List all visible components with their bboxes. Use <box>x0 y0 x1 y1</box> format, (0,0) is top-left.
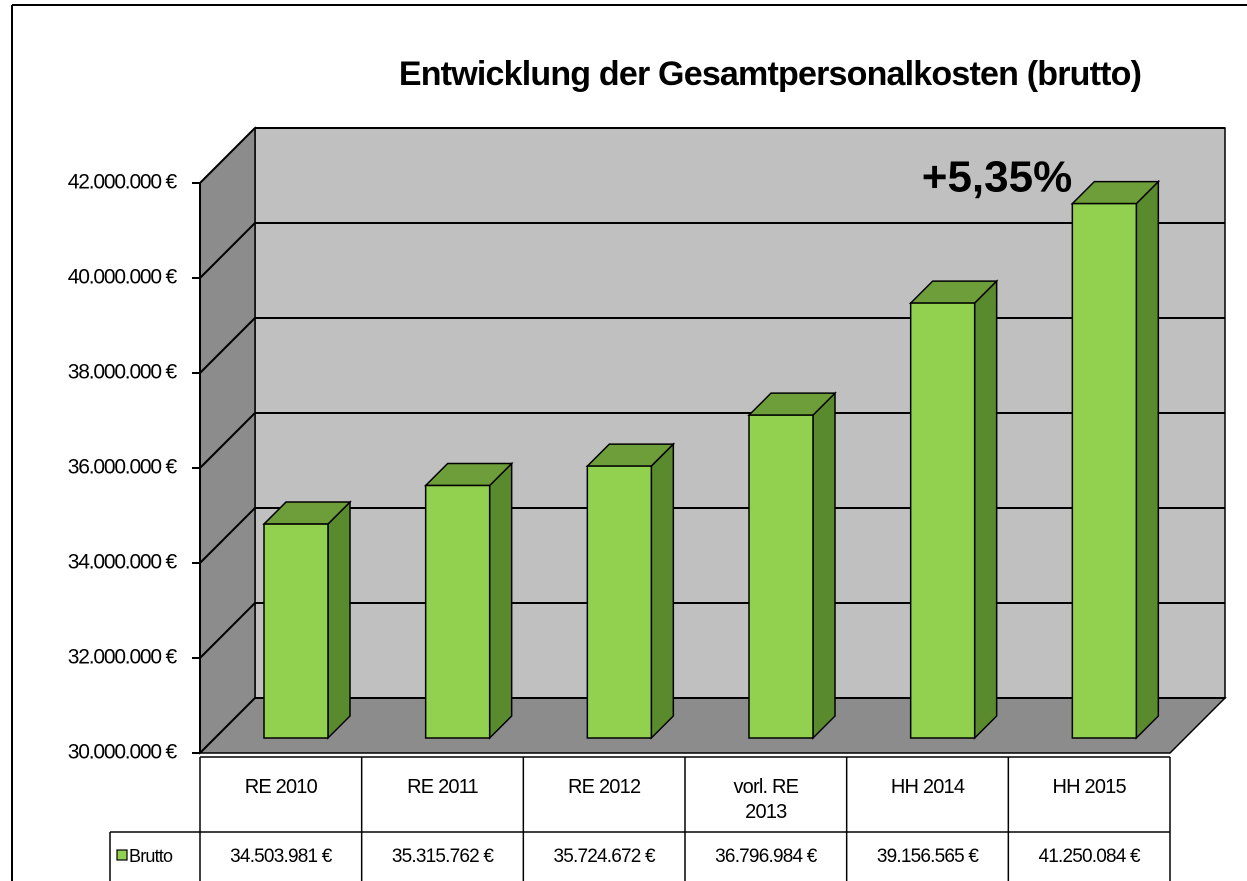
bar <box>263 523 329 739</box>
x-tick-label: RE 2010 <box>244 776 318 798</box>
bar-side <box>650 442 675 740</box>
y-tick-label: 30.000.000 € <box>68 741 178 764</box>
grid-line-side <box>199 697 256 754</box>
grid-line-side <box>199 127 256 184</box>
bar <box>1071 202 1138 739</box>
grid-line-side <box>199 602 256 659</box>
bar-side <box>1135 179 1160 740</box>
y-tick-label: 40.000.000 € <box>68 266 178 289</box>
floor <box>198 697 1227 754</box>
value-label: 34.503.981 € <box>230 846 333 867</box>
annotation: +5,35% <box>922 153 1072 202</box>
x-tick-label: HH 2014 <box>890 776 965 798</box>
grid-line-side <box>199 412 256 469</box>
y-tick-label: 34.000.000 € <box>68 551 178 574</box>
x-tick-label: vorl. RE 2013 <box>733 776 799 823</box>
y-tick-label: 42.000.000 € <box>68 171 178 194</box>
bar <box>748 414 814 739</box>
value-label: 35.724.672 € <box>553 846 656 867</box>
y-tick-label: 36.000.000 € <box>68 456 178 479</box>
bar-side <box>488 461 513 740</box>
value-label: 35.315.762 € <box>392 846 495 867</box>
y-tick-label: 38.000.000 € <box>68 361 178 384</box>
bar <box>909 302 976 739</box>
x-tick-label: RE 2011 <box>407 776 479 798</box>
legend-swatch <box>116 849 128 861</box>
grid-line-side <box>199 317 256 374</box>
grid-line-side <box>199 507 256 564</box>
value-label: 41.250.084 € <box>1038 846 1141 867</box>
value-label: 39.156.565 € <box>877 846 980 867</box>
bar <box>424 484 491 739</box>
value-label: 36.796.984 € <box>715 846 818 867</box>
chart-title: Entwicklung der Gesamtpersonalkosten (br… <box>399 55 1141 93</box>
bar-side <box>812 391 836 740</box>
x-tick-label: HH 2015 <box>1052 776 1126 798</box>
legend-label: Brutto <box>129 846 173 866</box>
grid-line-side <box>199 222 256 279</box>
bar-side <box>973 279 998 740</box>
bar-side <box>327 500 351 740</box>
x-tick-label: RE 2012 <box>568 776 641 798</box>
y-tick-label: 32.000.000 € <box>68 646 178 669</box>
bar <box>586 465 653 739</box>
